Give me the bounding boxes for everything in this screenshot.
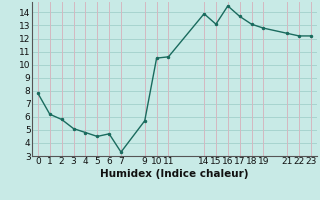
X-axis label: Humidex (Indice chaleur): Humidex (Indice chaleur) — [100, 169, 249, 179]
